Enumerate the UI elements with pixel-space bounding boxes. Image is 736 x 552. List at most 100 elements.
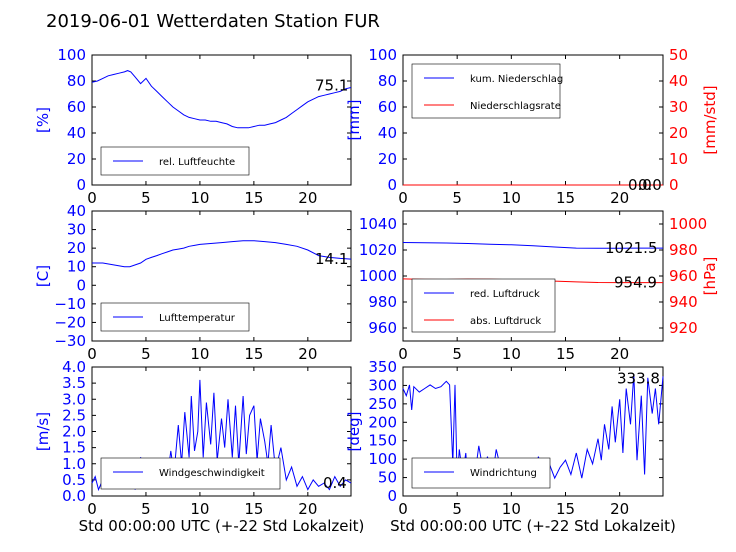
y-tick-label: 2.5 [62,406,86,424]
legend-box [100,457,281,490]
legend-label: kum. Niederschlag [470,74,563,85]
x-tick-label: 15 [244,189,263,207]
x-tick-label: 20 [610,500,629,518]
legend-box [100,146,250,176]
y-axis-label-right: [mm/std] [701,85,719,154]
x-tick-label: 0 [398,500,408,518]
legend-label: red. Luftdruck [470,289,540,300]
y-tick-label-right: 940 [669,293,698,311]
y-tick-label-right: 1000 [669,215,707,233]
x-tick-label: 10 [502,345,521,363]
legend-label: Lufttemperatur [159,313,236,324]
y-axis-label: [deg] [345,412,363,452]
y-tick-label: 100 [368,46,397,64]
legend-box [411,457,551,489]
x-tick-label: 5 [141,189,151,207]
x-tick-label: 5 [141,500,151,518]
y-tick-label-right: 0 [669,176,679,194]
x-tick-label: 0 [398,345,408,363]
x-axis-label: Std 00:00:00 UTC (+-22 Std Lokalzeit) [79,517,365,535]
x-tick-label: 0 [87,500,97,518]
y-tick-label: 10 [67,258,86,276]
y-tick-label: 0 [387,176,397,194]
legend-label: abs. Luftdruck [470,316,541,327]
y-tick-label: −10 [54,295,86,313]
last-value-label: 0.0 [628,176,652,194]
y-tick-label: 50 [378,469,397,487]
y-tick-label: 40 [67,124,86,142]
y-tick-label: 0 [76,276,86,294]
figure-title: 2019-06-01 Wetterdaten Station FUR [46,11,380,32]
y-tick-label: 1.5 [62,439,86,457]
y-tick-label-right: 980 [669,241,698,259]
last-value-label: 0.4 [323,474,347,492]
x-tick-label: 5 [452,189,462,207]
x-tick-label: 15 [556,500,575,518]
last-value-label: 1021.5 [605,239,658,257]
x-tick-label: 10 [502,500,521,518]
y-tick-label: −30 [54,332,86,350]
x-tick-label: 10 [502,189,521,207]
x-tick-label: 5 [452,500,462,518]
y-tick-label: −20 [54,313,86,331]
legend-label: Windrichtung [470,468,537,479]
y-tick-label-right: 920 [669,319,698,337]
x-tick-label: 0 [87,189,97,207]
y-tick-label: 1020 [359,241,397,259]
last-value-label: 75.1 [315,77,348,95]
y-tick-label: 60 [378,98,397,116]
y-tick-label: 0 [76,176,86,194]
legend-box [411,278,556,333]
x-tick-label: 20 [610,345,629,363]
y-tick-label: 1000 [359,267,397,285]
x-axis-label: Std 00:00:00 UTC (+-22 Std Lokalzeit) [390,517,676,535]
y-tick-label: 150 [368,432,397,450]
y-tick-label: 300 [368,376,397,394]
y-tick-label: 0 [387,487,397,505]
x-tick-label: 5 [141,345,151,363]
y-tick-label: 40 [67,202,86,220]
series-line [91,70,352,129]
x-tick-label: 15 [244,345,263,363]
y-tick-label: 80 [378,72,397,90]
x-tick-label: 20 [298,500,317,518]
y-tick-label: 3.5 [62,374,86,392]
x-tick-label: 15 [556,189,575,207]
y-axis-label: [mm] [345,100,363,141]
x-tick-label: 5 [452,345,462,363]
y-tick-label: 20 [378,150,397,168]
legend-label: rel. Luftfeuchte [159,157,235,168]
y-tick-label: 30 [67,221,86,239]
y-tick-label-right: 10 [669,150,688,168]
last-value-label: 14.1 [315,250,348,268]
y-tick-label: 20 [67,150,86,168]
y-tick-label-right: 50 [669,46,688,64]
y-tick-label: 980 [368,293,397,311]
last-value-label: 333.8 [617,369,660,387]
y-tick-label: 250 [368,395,397,413]
y-tick-label: 100 [57,46,86,64]
x-tick-label: 20 [298,345,317,363]
y-tick-label: 2.0 [62,423,86,441]
last-value-label-2: 0.0 [638,176,662,194]
y-tick-label-right: 20 [669,124,688,142]
x-tick-label: 10 [190,500,209,518]
series-line [402,242,663,249]
y-tick-label: 100 [368,450,397,468]
y-tick-label: 4.0 [62,358,86,376]
x-tick-label: 10 [190,345,209,363]
legend-label: Windgeschwindigkeit [159,468,265,479]
series-line [92,240,352,268]
y-axis-label: [%] [34,107,52,133]
y-tick-label: 200 [368,413,397,431]
y-tick-label-right: 40 [669,72,688,90]
y-axis-label: [m/s] [34,412,52,451]
y-tick-label: 80 [67,72,86,90]
y-tick-label: 40 [378,124,397,142]
x-tick-label: 20 [610,189,629,207]
y-tick-label: 350 [368,358,397,376]
last-value-label-2: 954.9 [614,274,657,292]
y-tick-label: 3.0 [62,390,86,408]
x-tick-label: 15 [244,500,263,518]
